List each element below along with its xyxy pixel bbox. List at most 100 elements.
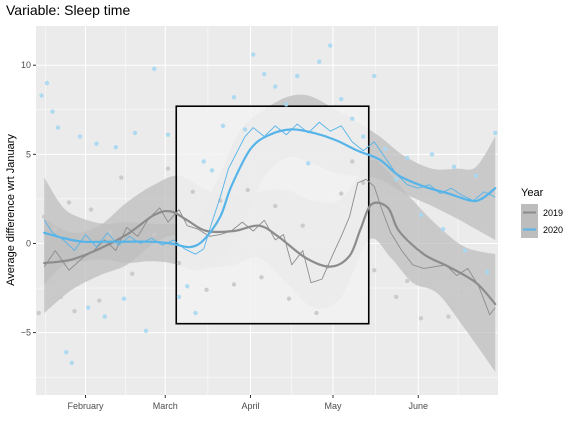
data-point-2020 — [209, 168, 215, 173]
data-point-2019 — [97, 298, 102, 303]
data-point-2019 — [300, 223, 305, 228]
data-point-2020 — [113, 145, 118, 150]
legend-title: Year — [521, 187, 544, 199]
data-point-2020 — [328, 43, 333, 48]
data-point-2020 — [86, 305, 91, 310]
data-point-2019 — [72, 309, 77, 314]
data-point-2019 — [66, 200, 72, 205]
smooth-line-2019 — [43, 201, 497, 306]
data-point-2020 — [295, 73, 300, 79]
raw-points — [36, 43, 498, 366]
data-point-2020 — [273, 84, 278, 89]
y-tick-label: −5 — [21, 328, 31, 338]
data-point-2020 — [102, 314, 107, 319]
y-tick-label: 5 — [26, 149, 31, 159]
data-point-2020 — [132, 130, 138, 136]
data-point-2020 — [317, 59, 322, 64]
data-point-2019 — [350, 159, 355, 164]
data-point-2019 — [372, 268, 377, 273]
x-tick-label: April — [241, 401, 259, 411]
data-point-2020 — [231, 95, 237, 100]
data-point-2020 — [201, 159, 206, 164]
data-point-2019 — [339, 191, 344, 196]
data-point-2020 — [220, 123, 226, 129]
data-point-2019 — [204, 287, 209, 293]
x-tick-label: March — [153, 401, 178, 411]
axes: −5 0 5 10 February March April May June — [21, 60, 428, 411]
data-point-2020 — [405, 155, 410, 161]
data-point-2020 — [493, 130, 498, 136]
rolling-line-2020 — [43, 121, 496, 255]
data-point-2020 — [44, 80, 50, 86]
data-point-2019 — [190, 189, 195, 194]
chart-title: Variable: Sleep time — [6, 2, 130, 18]
data-point-2020 — [55, 125, 61, 130]
data-point-2019 — [361, 180, 366, 186]
data-point-2019 — [47, 278, 52, 284]
data-point-2020 — [152, 66, 157, 71]
data-point-2020 — [462, 248, 468, 253]
data-point-2019 — [405, 278, 410, 284]
data-point-2020 — [94, 141, 99, 146]
data-point-2020 — [284, 102, 289, 107]
data-point-2020 — [165, 132, 171, 137]
legend: Year 2019 2020 — [521, 187, 563, 238]
confidence-band-2020 — [44, 94, 496, 285]
smooth-line-2020 — [43, 128, 497, 249]
data-point-2019 — [418, 316, 424, 321]
data-point-2019 — [141, 200, 146, 205]
data-point-2019 — [482, 341, 487, 346]
y-tick-label: 10 — [21, 60, 31, 70]
data-point-2019 — [36, 310, 41, 316]
data-point-2019 — [471, 319, 476, 325]
data-point-2020 — [350, 116, 355, 121]
data-point-2019 — [231, 282, 237, 287]
data-point-2020 — [77, 134, 83, 139]
data-point-2020 — [484, 269, 490, 275]
data-point-2020 — [143, 328, 149, 334]
data-point-2020 — [473, 173, 479, 178]
legend-label-2019: 2019 — [543, 208, 563, 218]
data-point-2019 — [42, 214, 47, 219]
data-point-2020 — [176, 294, 182, 300]
data-point-2019 — [432, 262, 437, 268]
data-point-2020 — [262, 71, 267, 77]
data-point-2019 — [286, 296, 292, 301]
data-point-2020 — [64, 350, 69, 355]
y-tick-label: 0 — [26, 238, 31, 248]
x-tick-label: May — [324, 401, 342, 411]
data-point-2020 — [193, 310, 198, 316]
data-point-2020 — [394, 177, 399, 182]
data-point-2020 — [429, 152, 435, 157]
data-point-2019 — [314, 310, 319, 316]
data-point-2020 — [39, 93, 44, 98]
data-point-2019 — [259, 275, 264, 280]
data-point-2019 — [130, 271, 135, 276]
data-point-2019 — [446, 314, 451, 319]
data-point-2020 — [306, 161, 311, 166]
data-point-2019 — [176, 260, 182, 266]
data-point-2019 — [245, 187, 250, 193]
highlight-box-layer — [175, 105, 370, 325]
data-point-2020 — [361, 134, 366, 139]
highlight-box — [175, 105, 370, 325]
data-point-2020 — [50, 109, 55, 114]
data-point-2019 — [165, 166, 171, 171]
data-point-2020 — [185, 284, 190, 289]
data-point-2019 — [108, 230, 113, 235]
data-point-2020 — [372, 73, 377, 79]
data-point-2020 — [440, 227, 446, 232]
data-point-2020 — [121, 296, 127, 301]
legend-label-2020: 2020 — [543, 225, 563, 235]
data-point-2019 — [394, 294, 399, 300]
rolling-average-lines — [43, 121, 496, 316]
data-point-2020 — [251, 52, 256, 57]
data-point-2020 — [69, 360, 74, 366]
smoothed-lines — [43, 128, 497, 306]
data-point-2019 — [119, 175, 124, 180]
data-point-2019 — [152, 232, 157, 237]
x-tick-label: June — [408, 401, 428, 411]
x-tick-label: February — [67, 401, 104, 411]
data-point-2019 — [88, 207, 94, 212]
